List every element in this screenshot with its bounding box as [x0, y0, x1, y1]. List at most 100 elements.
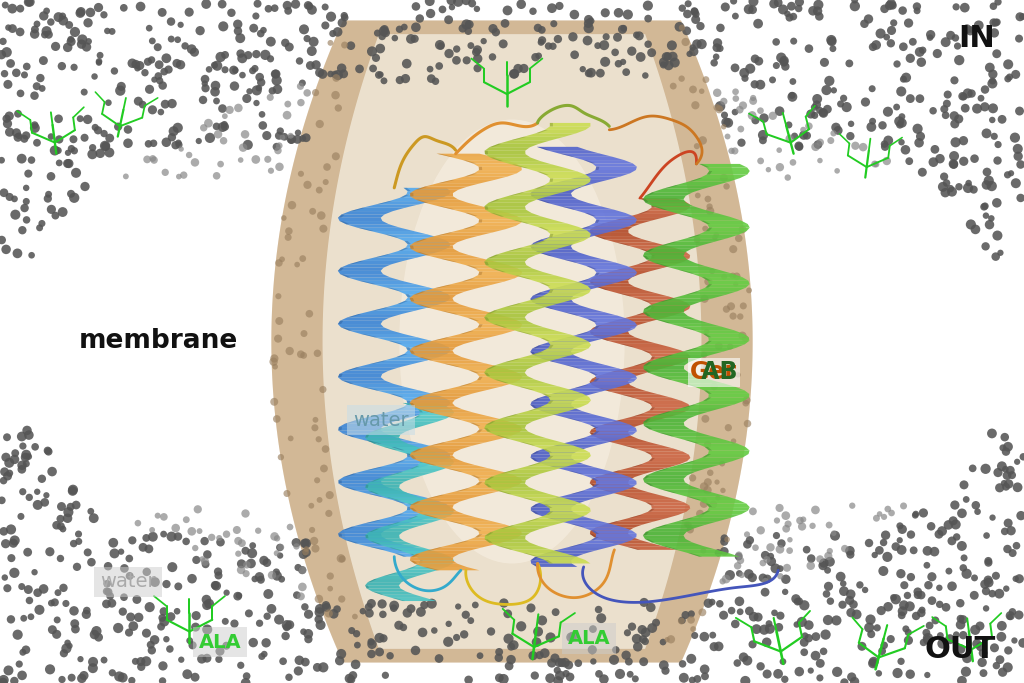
Polygon shape	[554, 415, 607, 418]
Polygon shape	[484, 535, 525, 539]
Point	[978, 586, 994, 597]
Point	[296, 350, 312, 361]
Point	[283, 130, 299, 141]
Polygon shape	[586, 266, 597, 269]
Point	[492, 672, 508, 683]
Point	[163, 531, 179, 542]
Polygon shape	[605, 521, 654, 525]
Point	[915, 507, 932, 518]
Polygon shape	[646, 529, 694, 532]
Point	[36, 10, 52, 21]
Point	[146, 635, 163, 645]
Polygon shape	[532, 303, 581, 305]
Point	[8, 127, 25, 138]
Point	[895, 41, 911, 52]
Point	[270, 257, 287, 268]
Point	[807, 650, 823, 661]
Point	[727, 619, 743, 630]
Point	[723, 301, 739, 311]
Polygon shape	[367, 467, 423, 471]
Point	[12, 88, 29, 99]
Point	[76, 87, 92, 98]
Polygon shape	[542, 359, 593, 362]
Polygon shape	[595, 236, 642, 239]
Polygon shape	[418, 498, 471, 501]
Polygon shape	[369, 491, 379, 494]
Polygon shape	[591, 477, 635, 480]
Polygon shape	[581, 540, 631, 544]
Point	[696, 294, 713, 305]
Point	[297, 602, 313, 613]
Polygon shape	[484, 480, 526, 484]
Point	[985, 1, 1001, 12]
Polygon shape	[338, 374, 382, 377]
Point	[998, 470, 1015, 481]
Polygon shape	[560, 206, 577, 210]
Point	[100, 587, 117, 598]
Polygon shape	[402, 503, 451, 507]
Point	[59, 637, 76, 648]
Polygon shape	[475, 534, 482, 538]
Point	[988, 48, 1005, 59]
Polygon shape	[436, 154, 494, 157]
Point	[264, 85, 281, 96]
Polygon shape	[352, 523, 407, 527]
Point	[27, 441, 43, 452]
Polygon shape	[547, 286, 591, 290]
Polygon shape	[394, 407, 407, 410]
Polygon shape	[573, 385, 588, 389]
Polygon shape	[608, 420, 623, 423]
Point	[86, 629, 102, 640]
Point	[583, 67, 599, 78]
Point	[167, 140, 183, 151]
Point	[0, 187, 12, 198]
Point	[311, 119, 328, 130]
Point	[29, 18, 45, 29]
Point	[13, 153, 30, 164]
Point	[871, 545, 888, 556]
Polygon shape	[636, 499, 684, 502]
Polygon shape	[559, 154, 612, 157]
Polygon shape	[373, 428, 415, 431]
Point	[978, 210, 994, 221]
Polygon shape	[531, 296, 545, 300]
Point	[300, 634, 316, 645]
Point	[727, 107, 743, 117]
Polygon shape	[374, 254, 430, 257]
Point	[13, 431, 30, 442]
Polygon shape	[685, 440, 737, 443]
Point	[288, 0, 304, 10]
Point	[68, 499, 84, 510]
Point	[50, 113, 67, 124]
Polygon shape	[424, 567, 479, 570]
Polygon shape	[635, 312, 683, 316]
Point	[692, 20, 709, 31]
Point	[847, 140, 863, 151]
Polygon shape	[354, 490, 410, 494]
Point	[716, 122, 732, 133]
Point	[946, 75, 963, 86]
Polygon shape	[410, 245, 414, 249]
Polygon shape	[702, 454, 711, 458]
Point	[731, 550, 748, 561]
Point	[845, 599, 861, 610]
Point	[20, 0, 37, 8]
Point	[796, 647, 812, 658]
Polygon shape	[584, 160, 595, 163]
Point	[699, 439, 716, 450]
Point	[999, 169, 1016, 180]
Polygon shape	[445, 416, 502, 419]
Point	[116, 2, 132, 13]
Polygon shape	[543, 238, 590, 241]
Point	[3, 614, 19, 625]
Polygon shape	[512, 165, 565, 168]
Point	[322, 583, 338, 594]
Point	[566, 9, 583, 20]
Polygon shape	[645, 502, 689, 505]
Point	[732, 124, 749, 135]
Polygon shape	[537, 448, 587, 451]
Point	[22, 492, 38, 503]
Point	[967, 624, 983, 635]
Polygon shape	[417, 462, 454, 466]
Point	[784, 92, 801, 102]
